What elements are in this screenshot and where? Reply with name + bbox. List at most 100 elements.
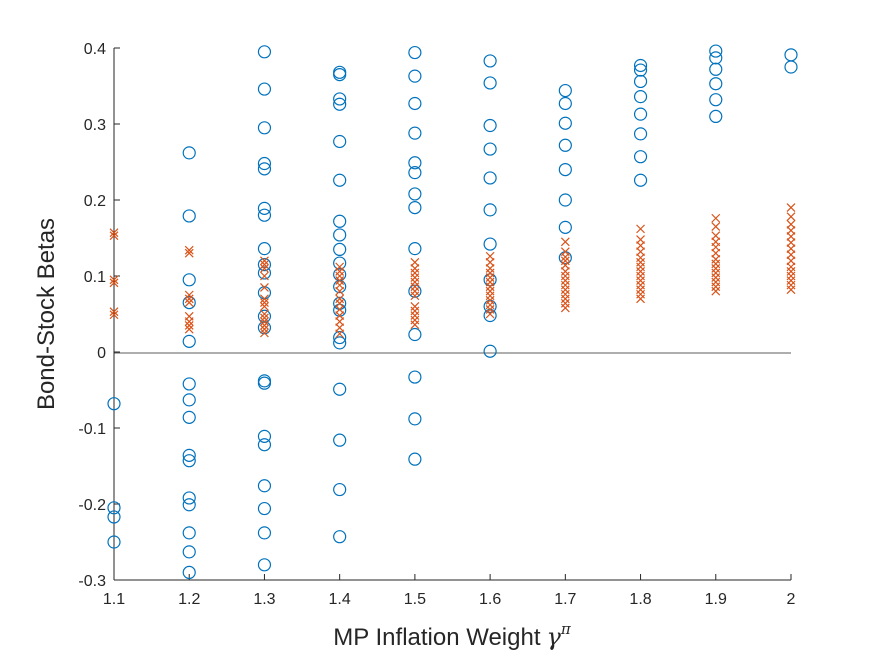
cross-point (109, 278, 119, 288)
circle-point (107, 535, 121, 549)
circle-point (633, 150, 648, 164)
x-tick-label: 1.8 (629, 591, 651, 608)
circle-point (633, 107, 648, 121)
cross-point (260, 324, 269, 334)
circle-point (333, 67, 347, 82)
circle-point (483, 237, 497, 251)
cross-point (184, 298, 194, 308)
cross-point (260, 294, 269, 304)
x-axis-ticks: 1.1 1.2 1.3 1.4 1.5 1.6 1.7 1.8 1.9 2 (103, 574, 796, 608)
circle-point (257, 438, 272, 452)
circle-point (182, 545, 196, 559)
cross-point (560, 303, 570, 313)
y-axis-ticks: -0.3 -0.2 -0.1 0 0.1 0.2 0.3 0.4 (78, 41, 120, 590)
circle-point (257, 201, 272, 215)
circle-point (257, 82, 272, 96)
plot-area: 1.1 1.2 1.3 1.4 1.5 1.6 1.7 1.8 1.9 2 -0.3-0.2-0.… (78, 41, 798, 608)
circle-point (408, 187, 422, 201)
cross-point (711, 286, 721, 296)
circle-point (257, 242, 272, 256)
circle-point (257, 429, 272, 443)
circle-point (483, 203, 497, 217)
circle-point (182, 209, 196, 223)
circle-point (558, 163, 572, 177)
cross-point (260, 256, 269, 266)
cross-point (260, 313, 269, 323)
circle-point (333, 92, 347, 106)
cross-point (260, 309, 269, 319)
y-tick-label: 0.1 (84, 269, 106, 286)
circle-point (182, 377, 196, 391)
cross-point (260, 298, 269, 308)
circle-point (408, 45, 422, 60)
circle-point (408, 284, 422, 298)
x-axis-title-symbol: γ (547, 623, 562, 651)
cross-point (335, 286, 345, 296)
circle-point (483, 171, 497, 185)
x-axis-title-text: MP Inflation Weight (333, 624, 541, 651)
cross-point (335, 329, 345, 339)
circle-point (784, 60, 798, 74)
circle-point (633, 58, 648, 73)
circle-point (333, 242, 347, 256)
cross-point (711, 213, 721, 223)
circle-point (558, 116, 572, 130)
circle-point (107, 397, 121, 411)
circle-point (483, 118, 497, 133)
circle-point (408, 96, 422, 111)
cross-point (260, 282, 269, 292)
circle-point (408, 69, 422, 83)
circle-point (182, 146, 196, 160)
cross-point (109, 228, 119, 238)
circle-point (709, 51, 723, 65)
circle-point (558, 220, 572, 234)
circle-point (709, 93, 723, 107)
circle-point (333, 482, 347, 497)
x-axis-title-superscript: π (560, 620, 572, 638)
circle-point (257, 501, 272, 516)
circle-point (483, 76, 497, 90)
y-axis-title: Bond-Stock Betas (33, 218, 60, 410)
circle-point (333, 173, 347, 187)
cross-point (184, 245, 194, 255)
circle-point (483, 54, 497, 68)
x-tick-label: 1.4 (329, 591, 351, 608)
cross-point (260, 320, 269, 330)
circle-point (257, 156, 272, 171)
cross-point (260, 317, 269, 327)
circle-point (107, 510, 121, 524)
cross-point (560, 252, 570, 262)
cross-point (184, 324, 194, 334)
circle-point (558, 83, 572, 98)
circle-point (333, 214, 347, 228)
y-tick-label: 0.2 (84, 193, 106, 210)
circle-point (408, 166, 422, 180)
circle-point (257, 558, 272, 572)
cross-point (560, 237, 570, 247)
circle-point (483, 142, 497, 156)
y-tick-label: 0.4 (84, 41, 106, 58)
cross-point (109, 310, 119, 320)
circle-point (182, 526, 196, 540)
cross-point (260, 301, 269, 311)
cross-point (786, 285, 796, 295)
circle-point (182, 454, 196, 468)
circle-point (558, 138, 572, 152)
cross-point (184, 317, 194, 327)
x-tick-label: 1.6 (479, 591, 501, 608)
circle-point (408, 327, 422, 342)
circle-point (333, 382, 347, 396)
cross-point (786, 203, 796, 213)
circle-point (333, 228, 347, 242)
x-axis-title: MP Inflation Weight γπ (333, 620, 572, 651)
circle-point (182, 498, 196, 512)
circle-point (333, 530, 347, 544)
x-tick-label: 1.5 (404, 591, 426, 608)
circle-point (408, 126, 422, 140)
circle-point (709, 77, 723, 91)
y-tick-label: -0.1 (78, 421, 106, 438)
x-tick-label: 1.1 (103, 591, 125, 608)
circle-point (182, 334, 196, 348)
